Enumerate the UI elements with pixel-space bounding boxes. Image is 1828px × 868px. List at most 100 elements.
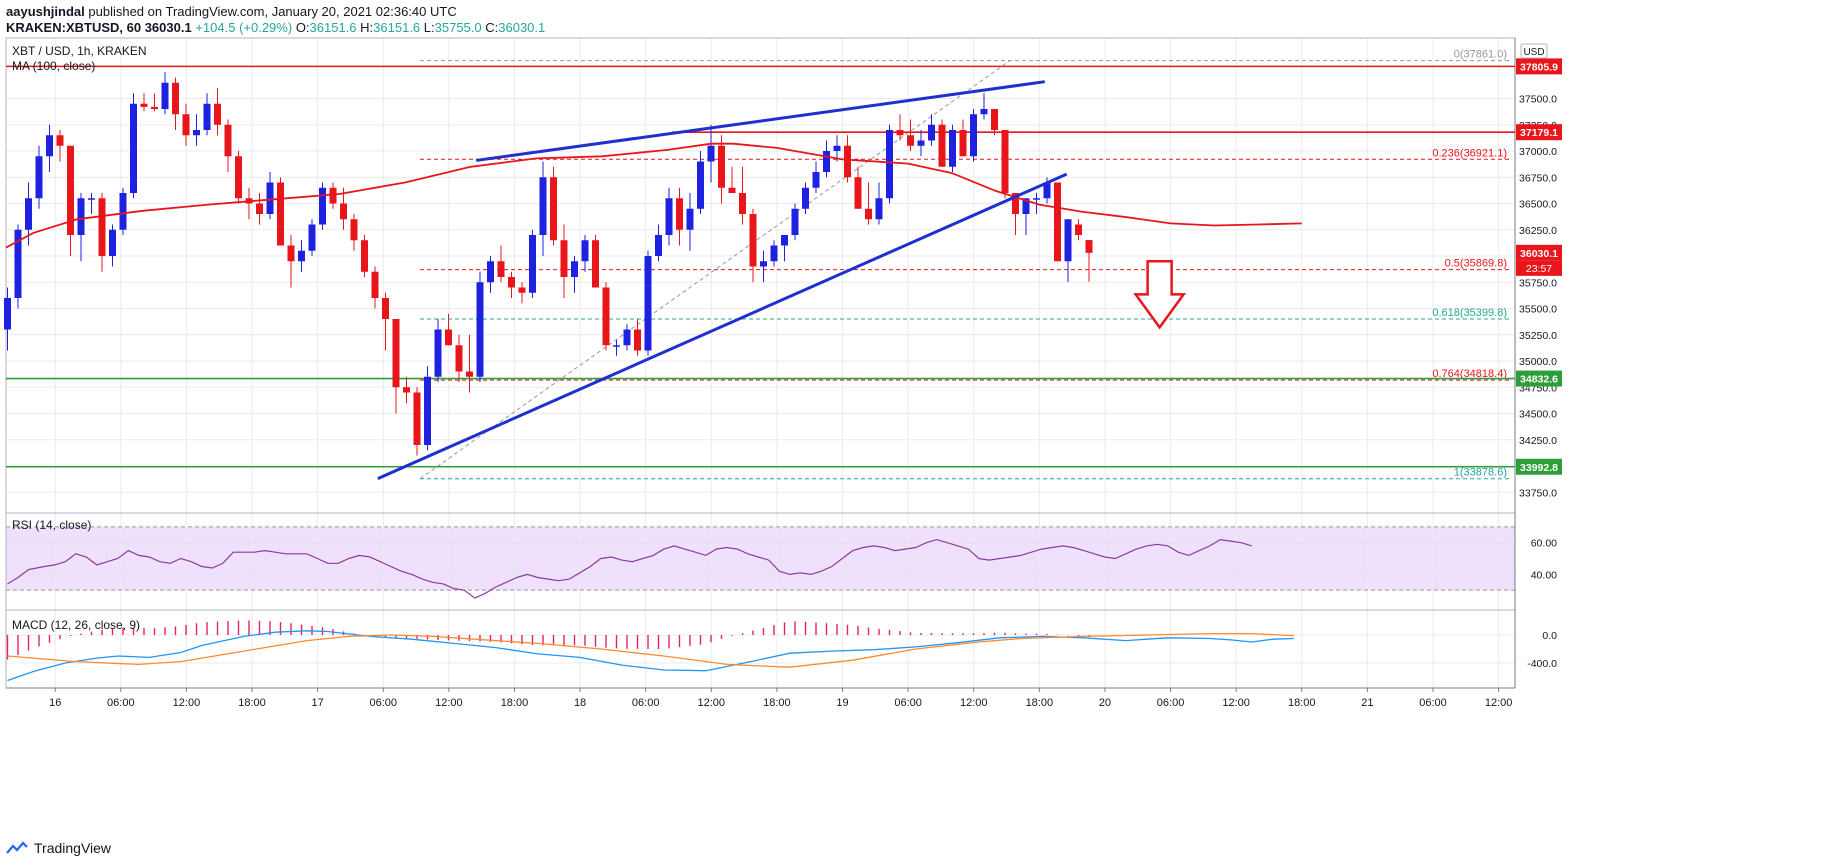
macd-legend: MACD (12, 26, close, 9) <box>12 618 140 632</box>
candle-up <box>25 198 32 230</box>
time-tick-label: 06:00 <box>1157 697 1185 709</box>
price-tick-label: 35250.0 <box>1519 330 1557 342</box>
legends: XBT / USD, 1h, KRAKEN MA (100, close) RS… <box>12 44 147 632</box>
candle-up <box>686 208 694 230</box>
candle-up <box>886 130 893 199</box>
candle-down <box>172 82 179 115</box>
fib-level-label: 0.764(34818.4) <box>1432 368 1507 380</box>
high-value: 36151.6 <box>373 20 421 35</box>
candle-up <box>970 114 977 157</box>
candle-up <box>88 198 95 200</box>
candle-up <box>319 187 326 225</box>
candle-up <box>833 145 841 151</box>
candles <box>4 72 1093 456</box>
footer-brand[interactable]: TradingView <box>6 840 111 856</box>
candle-down <box>718 145 725 188</box>
macd-tick-label: 0.0 <box>1542 630 1557 642</box>
candle-down <box>256 203 263 214</box>
price-tick-label: 37000.0 <box>1519 146 1557 158</box>
panel-borders <box>5 37 1516 689</box>
resistance-37805-tag-label: 37805.9 <box>1520 61 1558 73</box>
support-34832-tag <box>1516 370 1562 387</box>
candle-down <box>329 187 337 204</box>
candle-up <box>949 130 956 167</box>
time-tick-label: 12:00 <box>698 697 726 709</box>
candle-up <box>802 187 809 209</box>
candle-up <box>770 245 778 262</box>
panel-frame <box>5 609 1516 689</box>
candle-up <box>613 345 620 347</box>
support-34832-tag-label: 34832.6 <box>1520 374 1558 386</box>
candle-down <box>277 182 284 246</box>
time-tick-label: 18 <box>574 697 586 709</box>
candle-down <box>67 145 74 235</box>
publish-info: published on TradingView.com, January 20… <box>88 4 457 19</box>
price-tick-label: 35750.0 <box>1519 277 1557 289</box>
candle-down <box>865 208 872 220</box>
publish-line: aayushjindal published on TradingView.co… <box>6 4 457 19</box>
candle-up <box>980 109 988 115</box>
rsi-line <box>7 538 1252 599</box>
panel-frame <box>5 37 1516 514</box>
candle-down <box>518 287 526 293</box>
candle-down <box>56 135 64 146</box>
time-axis[interactable]: 16 06:00 12:00 18:00 17 06:00 12:00 18:00 18 06:0… <box>49 688 1512 709</box>
resistance-37179-tag-label: 37179.1 <box>1520 127 1558 139</box>
candle-down <box>235 156 242 199</box>
high-label: H: <box>360 20 374 35</box>
price-tick-label: 36500.0 <box>1519 199 1557 211</box>
candle-up <box>4 298 11 330</box>
candle-up <box>529 235 536 293</box>
candle-down <box>854 177 862 209</box>
candle-up <box>781 235 788 246</box>
candle-down <box>676 198 683 230</box>
price-change: +104.5 (+0.29%) <box>195 20 293 35</box>
time-tick-label: 21 <box>1361 697 1373 709</box>
fib-level-label: 0.5(35869.8) <box>1445 258 1507 270</box>
last-price: 36030.1 <box>144 20 192 35</box>
resistance-37179-tag <box>1516 124 1562 141</box>
candle-down <box>896 130 904 136</box>
fib-diagonal <box>419 60 1011 480</box>
candle-down <box>182 114 190 136</box>
candle-down <box>959 130 967 157</box>
candle-down <box>550 177 557 241</box>
candle-up <box>581 240 589 262</box>
candle-up <box>928 124 935 141</box>
candle-down <box>508 277 515 288</box>
candle-up <box>424 376 431 445</box>
price-tick-label: 37500.0 <box>1519 94 1557 106</box>
open-label: O: <box>295 20 310 35</box>
price-tick-label: 36250.0 <box>1519 225 1557 237</box>
candle-down <box>413 392 421 445</box>
candle-up <box>812 172 820 188</box>
candle-down <box>361 240 368 272</box>
candle-up <box>1064 219 1072 262</box>
candle-down <box>224 124 232 157</box>
currency-button[interactable]: USD <box>1520 43 1548 59</box>
candle-down <box>907 135 914 146</box>
candle-down <box>445 329 452 346</box>
pair-legend: XBT / USD, 1h, KRAKEN <box>12 44 147 58</box>
candle-down <box>938 124 946 167</box>
candle-down <box>1001 130 1009 193</box>
candle-down <box>98 198 106 256</box>
time-tick-label: 06:00 <box>1419 697 1447 709</box>
countdown-tag <box>1516 260 1562 276</box>
price-axis[interactable]: 33750.034000.034250.034500.034750.035000… <box>1516 58 1562 670</box>
time-tick-label: 06:00 <box>632 697 660 709</box>
candle-down <box>214 103 221 125</box>
candle-down <box>371 271 379 298</box>
last-price-tag-label: 36030.1 <box>1520 248 1558 260</box>
candle-down <box>749 214 757 267</box>
candle-down <box>1012 193 1019 214</box>
candle-up <box>1022 198 1030 214</box>
author-name[interactable]: aayushjindal <box>6 4 85 19</box>
candle-down <box>403 387 410 393</box>
ma-legend: MA (100, close) <box>12 59 95 73</box>
candle-up <box>644 256 652 351</box>
brand-name: TradingView <box>34 840 112 856</box>
candle-up <box>487 261 494 283</box>
open-value: 36151.6 <box>309 20 357 35</box>
